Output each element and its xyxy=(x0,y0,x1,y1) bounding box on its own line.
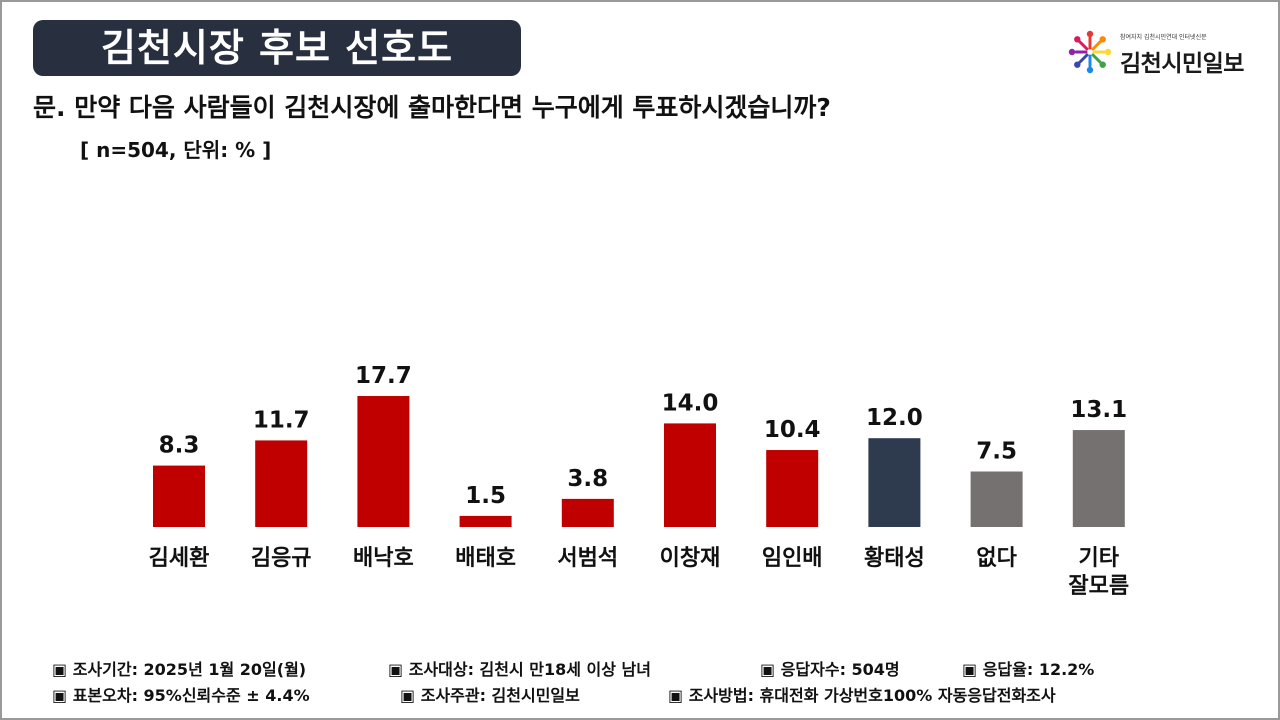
footer-method: ▣ 조사방법: 휴대전화 가상번호100% 자동응답전화조사 xyxy=(668,686,1056,705)
value-label: 12.0 xyxy=(866,405,923,431)
bar xyxy=(970,471,1023,527)
bar xyxy=(664,423,716,527)
footer-period: ▣ 조사기간: 2025년 1월 20일(월) xyxy=(52,660,307,679)
footer-response-rate: ▣ 응답율: 12.2% xyxy=(962,660,1095,679)
bar xyxy=(357,396,410,527)
category-label: 없다 xyxy=(976,546,1017,571)
bar xyxy=(153,465,205,527)
value-label: 14.0 xyxy=(662,390,719,416)
bar xyxy=(1072,430,1125,527)
category-label: 서범석 xyxy=(557,546,618,571)
footer-organizer: ▣ 조사주관: 김천시민일보 xyxy=(400,686,580,705)
category-label: 잘모름 xyxy=(1068,574,1129,599)
colorful-people-circle-icon xyxy=(1068,30,1112,74)
value-label: 11.7 xyxy=(253,407,310,433)
sample-note: [ n=504, 단위: % ] xyxy=(80,138,272,162)
bar xyxy=(868,438,921,527)
value-label: 1.5 xyxy=(465,483,506,509)
value-label: 13.1 xyxy=(1070,397,1127,423)
bar xyxy=(459,515,512,527)
survey-question: 문. 만약 다음 사람들이 김천시장에 출마한다면 누구에게 투표하시겠습니까? xyxy=(33,93,831,122)
category-label: 황태성 xyxy=(864,546,925,571)
footer-error-margin: ▣ 표본오차: 95%신뢰수준 ± 4.4% xyxy=(52,686,310,705)
publisher-logo: 참여자치 김천시민연대 인터넷신문 김천시민일보 xyxy=(1066,28,1266,78)
value-label: 10.4 xyxy=(764,417,821,443)
category-label: 이창재 xyxy=(660,546,721,571)
bar xyxy=(766,450,819,527)
bar xyxy=(561,498,614,527)
logo-name: 김천시민일보 xyxy=(1120,51,1244,77)
value-label: 3.8 xyxy=(567,466,608,492)
title-banner: 김천시장 후보 선호도 xyxy=(33,20,521,76)
value-label: 17.7 xyxy=(355,363,412,389)
footer-respondents: ▣ 응답자수: 504명 xyxy=(760,660,900,679)
category-label: 김세환 xyxy=(149,546,210,571)
logo-tagline: 참여자치 김천시민연대 인터넷신문 xyxy=(1120,34,1207,41)
value-label: 8.3 xyxy=(159,433,200,459)
category-label: 기타 xyxy=(1079,546,1120,571)
category-label: 임인배 xyxy=(762,546,823,571)
slide-title: 김천시장 후보 선호도 xyxy=(100,26,454,70)
value-label: 7.5 xyxy=(976,439,1017,465)
category-label: 김응규 xyxy=(251,546,312,571)
category-label: 배낙호 xyxy=(353,546,414,571)
category-label: 배태호 xyxy=(455,546,516,571)
footer-target: ▣ 조사대상: 김천시 만18세 이상 남녀 xyxy=(388,660,651,679)
bar xyxy=(255,440,308,527)
